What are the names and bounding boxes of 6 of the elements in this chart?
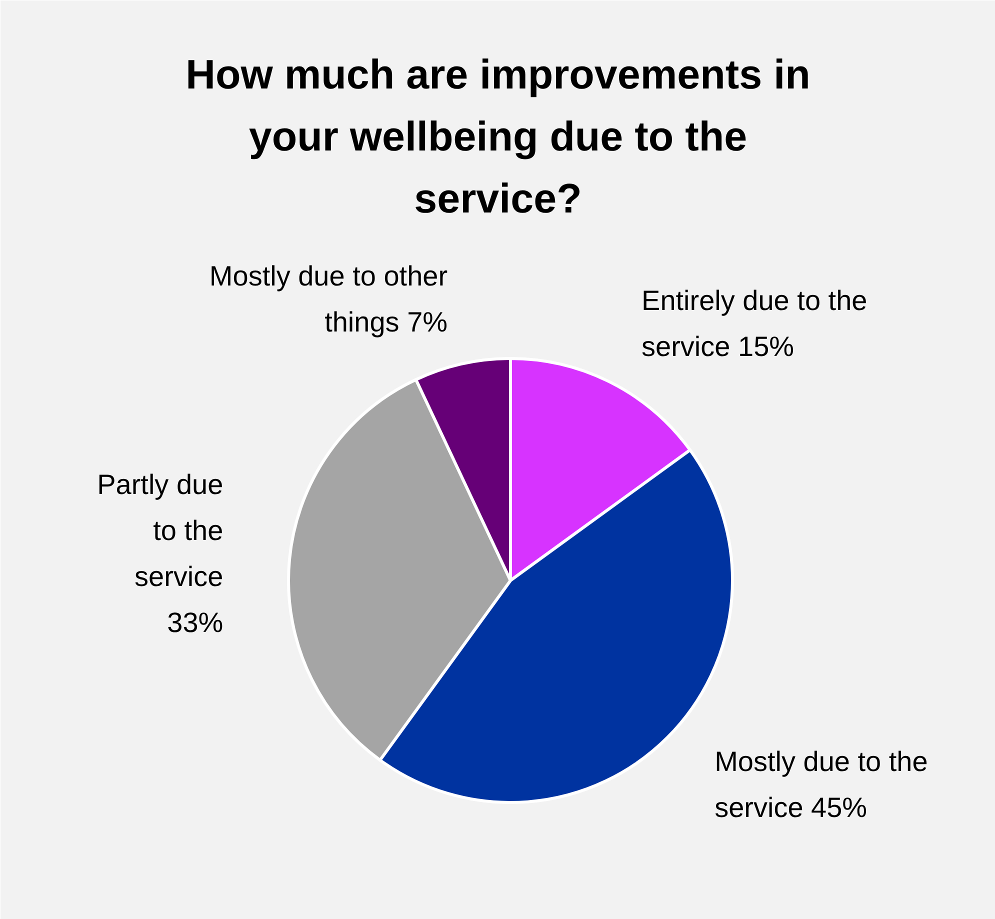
slice-label: Mostly due to the service 45% <box>714 746 928 824</box>
slice-label: Mostly due to other things 7% <box>209 260 448 338</box>
slice-label: Partly due to the service <box>97 468 224 592</box>
slice-label: Entirely due to the service 15% <box>642 284 868 362</box>
data-label: 33% <box>167 606 224 638</box>
chart-title: How much are improvements in your wellbeing due to the service? <box>186 52 810 222</box>
